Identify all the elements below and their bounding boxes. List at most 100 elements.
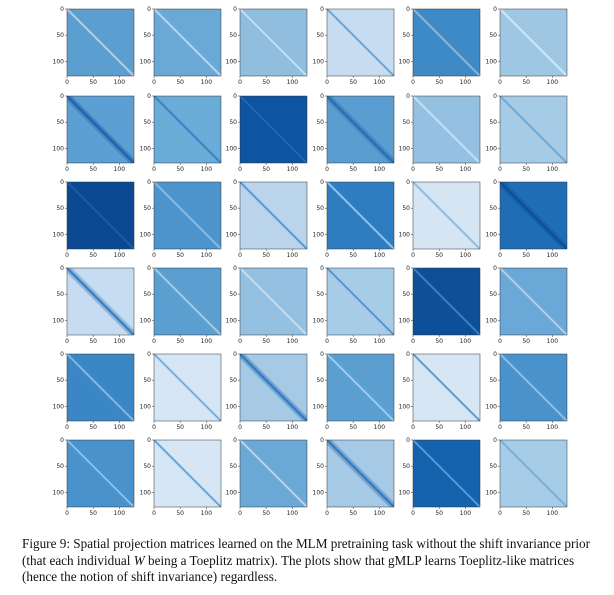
x-tick-label: 100	[114, 252, 126, 259]
panel-frame	[153, 181, 222, 250]
y-tick-label: 50	[489, 32, 497, 39]
panel-frame	[239, 181, 308, 250]
figure-caption: Figure 9: Spatial projection matrices le…	[22, 536, 602, 586]
x-tick-label: 0	[325, 424, 329, 431]
x-tick-label: 0	[498, 79, 502, 86]
caption-text-part-1: Spatial projection matrices learned on t…	[22, 536, 591, 568]
y-tick-label: 0	[233, 437, 237, 444]
x-tick-label: 0	[498, 510, 502, 517]
y-tick-label: 0	[493, 351, 497, 358]
y-tick-label: 0	[493, 93, 497, 100]
x-tick-label: 50	[89, 252, 97, 259]
matrix-panel-r3-c3: 0 0 50 50 100 100	[226, 179, 308, 259]
y-tick-label: 50	[229, 291, 237, 298]
panel-frame	[66, 439, 135, 508]
y-tick-label: 50	[402, 463, 410, 470]
x-tick-label: 0	[411, 79, 415, 86]
x-tick-label: 0	[152, 252, 156, 259]
y-tick-label: 50	[402, 291, 410, 298]
x-tick-label: 0	[65, 510, 69, 517]
y-tick-label: 0	[147, 351, 151, 358]
panel-frame	[499, 95, 568, 164]
x-tick-label: 50	[522, 510, 530, 517]
panel-frame	[153, 95, 222, 164]
x-tick-label: 100	[287, 79, 299, 86]
x-tick-label: 100	[460, 252, 472, 259]
y-tick-label: 0	[406, 265, 410, 272]
x-tick-label: 100	[547, 79, 559, 86]
y-tick-label: 100	[313, 403, 325, 410]
x-tick-label: 50	[262, 338, 270, 345]
y-tick-label: 0	[406, 93, 410, 100]
matrix-diagonal	[154, 268, 221, 335]
x-tick-label: 0	[411, 166, 415, 173]
x-tick-label: 50	[176, 252, 184, 259]
y-tick-label: 0	[60, 93, 64, 100]
matrix-diagonal	[67, 9, 134, 76]
y-tick-label: 0	[147, 265, 151, 272]
panel-frame	[412, 95, 481, 164]
y-tick-label: 100	[399, 317, 411, 324]
y-tick-label: 100	[140, 58, 152, 65]
matrix-diagonal	[327, 268, 394, 335]
x-tick-label: 100	[287, 252, 299, 259]
y-tick-label: 50	[316, 377, 324, 384]
x-tick-label: 50	[176, 79, 184, 86]
y-tick-label: 0	[406, 437, 410, 444]
panel-frame	[239, 353, 308, 422]
y-tick-label: 0	[60, 437, 64, 444]
panel-frame	[153, 8, 222, 77]
x-tick-label: 0	[325, 252, 329, 259]
x-tick-label: 100	[287, 338, 299, 345]
x-tick-label: 0	[152, 338, 156, 345]
y-tick-label: 100	[140, 145, 152, 152]
x-tick-label: 0	[498, 252, 502, 259]
y-tick-label: 100	[53, 145, 65, 152]
matrix-diagonal	[500, 96, 567, 163]
x-tick-label: 100	[547, 424, 559, 431]
y-tick-label: 50	[402, 32, 410, 39]
x-tick-label: 100	[287, 424, 299, 431]
x-tick-label: 0	[152, 166, 156, 173]
y-tick-label: 100	[140, 489, 152, 496]
x-tick-label: 50	[435, 510, 443, 517]
y-tick-label: 50	[229, 463, 237, 470]
x-tick-label: 100	[287, 166, 299, 173]
y-tick-label: 0	[233, 265, 237, 272]
x-tick-label: 0	[411, 252, 415, 259]
x-tick-label: 50	[349, 79, 357, 86]
matrix-panel-r4-c3: 0 0 50 50 100 100	[226, 265, 308, 345]
y-tick-label: 0	[60, 265, 64, 272]
x-tick-label: 0	[238, 338, 242, 345]
matrix-panel-r1-c6: 0 0 50 50 100 100	[486, 6, 568, 86]
matrix-panel-r3-c6: 0 0 50 50 100 100	[486, 179, 568, 259]
matrix-diagonal	[500, 9, 567, 76]
x-tick-label: 100	[114, 424, 126, 431]
matrix-panel-r2-c3: 0 0 50 50 100 100	[226, 93, 308, 173]
y-tick-label: 0	[493, 437, 497, 444]
y-tick-label: 0	[406, 351, 410, 358]
x-tick-label: 100	[374, 424, 386, 431]
y-tick-label: 100	[313, 231, 325, 238]
y-tick-label: 50	[229, 205, 237, 212]
x-tick-label: 50	[89, 166, 97, 173]
panel-frame	[326, 439, 395, 508]
x-tick-label: 0	[238, 166, 242, 173]
matrix-panel-r6-c4: 0 0 50 50 100 100	[313, 437, 395, 517]
y-tick-label: 0	[320, 351, 324, 358]
matrix-panel-r1-c2: 0 0 50 50 100 100	[140, 6, 222, 86]
x-tick-label: 0	[498, 338, 502, 345]
x-tick-label: 50	[89, 338, 97, 345]
y-tick-label: 0	[320, 179, 324, 186]
panel-frame	[499, 181, 568, 250]
x-tick-label: 50	[176, 166, 184, 173]
caption-text-part-2: being a Toeplitz matrix). The plots show…	[22, 552, 575, 585]
matrix-diagonal	[240, 440, 307, 507]
matrix-diagonal	[413, 354, 480, 421]
y-tick-label: 50	[56, 32, 64, 39]
x-tick-label: 50	[522, 166, 530, 173]
panel-frame	[326, 353, 395, 422]
panel-frame	[499, 8, 568, 77]
x-tick-label: 0	[152, 424, 156, 431]
x-tick-label: 100	[460, 338, 472, 345]
